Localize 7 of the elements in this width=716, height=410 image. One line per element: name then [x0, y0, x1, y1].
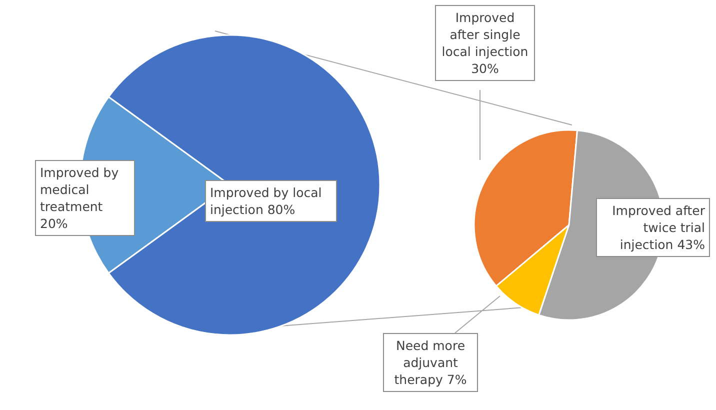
slice-label: Improved by local injection 80%	[210, 185, 322, 217]
slice-label: Improved by medical treatment	[40, 165, 119, 214]
slice-label: Improved after twice trial injection 43%	[612, 203, 705, 252]
slice-label: Need more adjuvant therapy 7%	[394, 338, 467, 387]
data-label: 20%	[40, 216, 68, 231]
slice-label: Improved after single local injection	[442, 10, 528, 59]
data-label: 30%	[471, 61, 499, 76]
